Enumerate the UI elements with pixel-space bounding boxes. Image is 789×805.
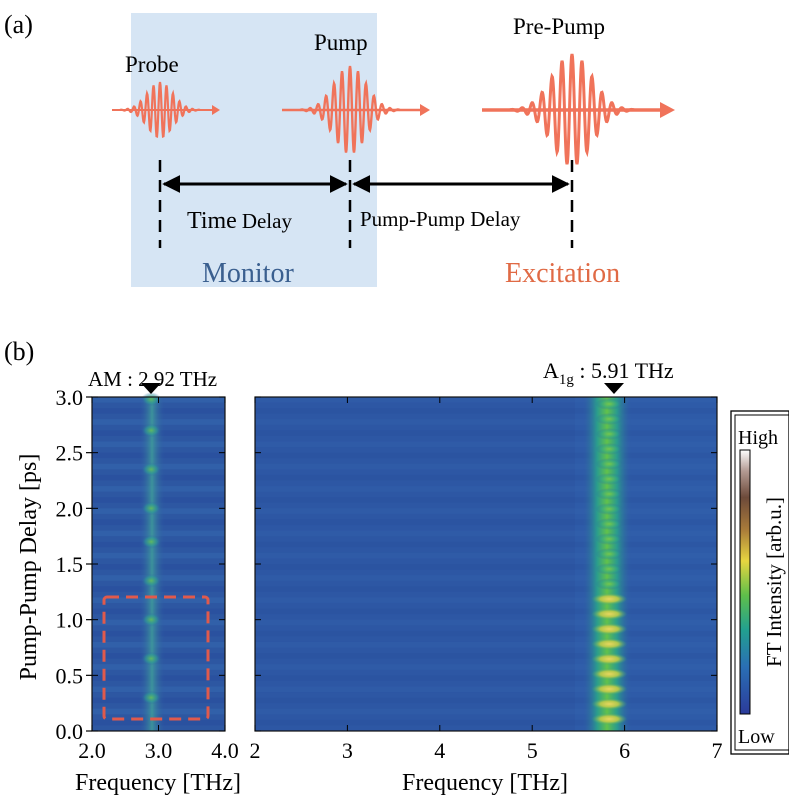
right-x-tick-label: 6 (619, 738, 630, 763)
colorbar-gradient (739, 449, 751, 715)
a1g-peak-marker (604, 383, 624, 394)
prepump-label: Pre-Pump (513, 14, 605, 39)
am-peak-marker (141, 383, 161, 394)
left-x-axis-label: Frequency [THz] (75, 770, 241, 796)
right-x-axis-label: Frequency [THz] (402, 770, 568, 796)
pump-label: Pump (314, 30, 368, 55)
right-x-tick-label: 3 (342, 738, 353, 763)
y-tick-label: 2.5 (56, 441, 84, 466)
excitation-label: Excitation (505, 258, 620, 289)
left-x-tick-label: 2.0 (78, 738, 106, 763)
colorbar-low-label: Low (738, 726, 775, 748)
monitor-region-box (131, 13, 377, 287)
y-tick-label: 2.0 (56, 496, 84, 521)
highlight-box (102, 595, 210, 721)
right-x-tick-label: 2 (250, 738, 261, 763)
y-tick-label: 1.5 (56, 552, 84, 577)
y-tick-label: 0.5 (56, 663, 84, 688)
a1g-heatmap (254, 396, 718, 732)
right-x-ticks: 2 3 4 5 6 7 (250, 397, 723, 763)
right-x-tick-label: 7 (712, 738, 723, 763)
panel-b-label: (b) (4, 337, 34, 366)
left-x-tick-label: 3.0 (145, 738, 173, 763)
y-tick-label: 1.0 (56, 608, 84, 633)
y-axis-label: Pump-Pump Delay [ps] (16, 454, 42, 681)
panel-a-label: (a) (4, 10, 33, 39)
colorbar: High Low FT Intensity [arb.u.] (730, 410, 789, 755)
colorbar-axis-label: FT Intensity [arb.u.] (762, 497, 786, 667)
left-x-tick-label: 4.0 (211, 738, 239, 763)
right-x-tick-label: 4 (434, 738, 445, 763)
pump-pulse (282, 65, 430, 153)
probe-pulse (112, 81, 220, 138)
am-heatmap (91, 392, 226, 732)
probe-label: Probe (125, 52, 179, 77)
colorbar-high-label: High (738, 427, 778, 449)
y-tick-label: 0.0 (56, 719, 84, 744)
prepump-pulse (482, 53, 675, 165)
left-x-ticks: 2.0 3.0 4.0 (78, 397, 239, 763)
a1g-peak-label: A1g : 5.91 THz (543, 358, 674, 388)
monitor-label: Monitor (202, 258, 294, 289)
pump-pump-delay-label: Pump-Pump Delay (360, 207, 521, 231)
y-tick-label: 3.0 (56, 385, 84, 410)
right-x-tick-label: 5 (527, 738, 538, 763)
time-delay-label-a: Time Delay (187, 208, 292, 234)
left-y-ticks: 0.0 0.5 1.0 1.5 2.0 2.5 3.0 (56, 385, 717, 744)
